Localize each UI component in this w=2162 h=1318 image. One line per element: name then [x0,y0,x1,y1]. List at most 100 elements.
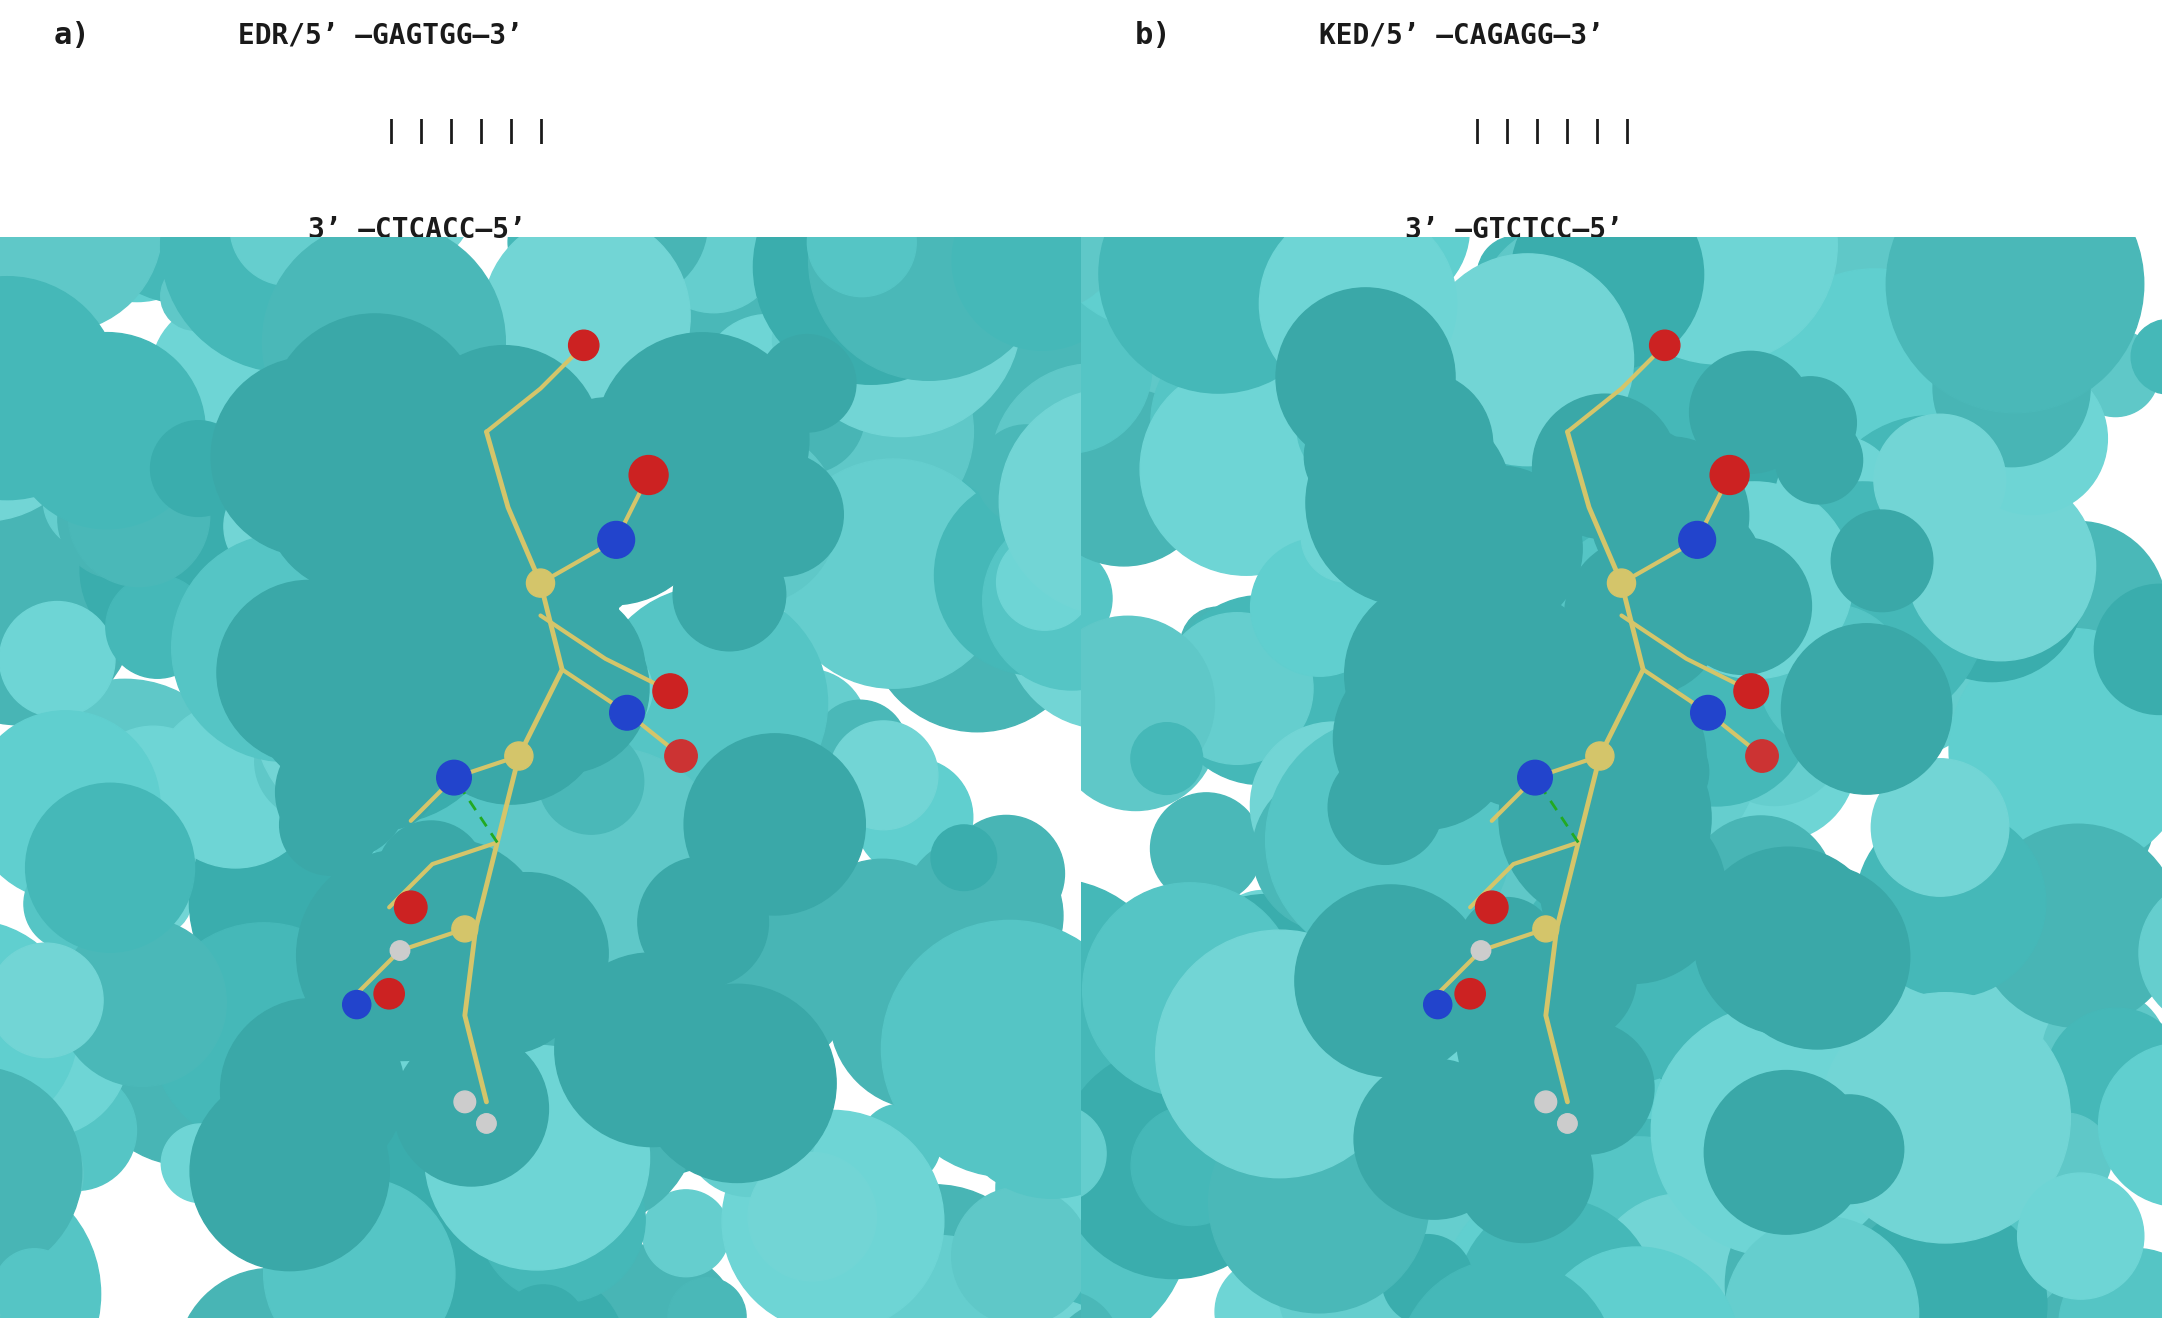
Circle shape [934,476,1135,675]
Circle shape [1470,941,1492,961]
Circle shape [982,283,1152,453]
Circle shape [1338,572,1535,770]
Circle shape [1779,336,2004,561]
Circle shape [1429,432,1598,598]
Circle shape [1950,629,2162,871]
Circle shape [932,825,997,891]
Circle shape [1503,909,1637,1044]
Circle shape [1613,724,1708,820]
Circle shape [1174,1021,1410,1257]
Circle shape [1695,680,1855,842]
Circle shape [160,120,413,372]
Circle shape [1870,1087,1987,1203]
Circle shape [506,742,532,770]
Circle shape [1872,759,2008,896]
Circle shape [1382,1235,1472,1318]
Circle shape [1710,456,1749,494]
Circle shape [1885,145,1978,239]
Circle shape [337,730,437,829]
Circle shape [646,181,780,312]
Circle shape [966,154,1124,311]
Circle shape [396,891,428,924]
Text: EDR/5’ –GAGTGG–3’: EDR/5’ –GAGTGG–3’ [238,21,523,49]
Circle shape [160,262,229,331]
Circle shape [1725,1217,1918,1318]
Circle shape [0,277,119,500]
Circle shape [1583,455,1691,564]
Circle shape [1036,389,1213,565]
Circle shape [1805,1261,1946,1318]
Circle shape [0,710,160,900]
Circle shape [1213,891,1312,990]
Circle shape [1165,895,1369,1097]
Circle shape [956,471,1118,633]
Circle shape [1689,1075,1840,1224]
Circle shape [1174,229,1239,295]
Circle shape [1805,1053,2047,1297]
Circle shape [1794,1095,1905,1203]
Circle shape [1260,1188,1332,1259]
Circle shape [1539,270,1727,460]
Circle shape [670,890,854,1072]
Circle shape [1057,1046,1289,1278]
Circle shape [1870,793,2125,1049]
Circle shape [1868,1111,2082,1318]
Circle shape [1941,352,2071,481]
Circle shape [1600,127,1838,364]
Circle shape [1885,156,2145,413]
Circle shape [1900,498,2084,681]
Circle shape [268,314,482,526]
Circle shape [1565,536,1723,696]
Circle shape [1864,1213,2019,1318]
Circle shape [940,1044,1142,1243]
Circle shape [2138,876,2162,1029]
Circle shape [2045,1008,2162,1149]
Circle shape [1297,380,1399,480]
Circle shape [2095,584,2162,714]
Circle shape [759,335,856,432]
Circle shape [1276,1173,1490,1318]
Circle shape [1053,647,1217,811]
Circle shape [553,146,707,299]
Circle shape [2080,666,2162,766]
Circle shape [949,992,1155,1198]
Circle shape [1606,335,1762,490]
Circle shape [1775,416,1861,503]
Circle shape [1691,696,1725,730]
Circle shape [486,747,729,991]
Circle shape [1373,712,1585,923]
Circle shape [1092,154,1180,241]
Circle shape [722,1111,945,1318]
Circle shape [1591,1194,1773,1318]
Circle shape [84,726,223,865]
Circle shape [162,1124,240,1202]
Circle shape [1005,546,1111,651]
Circle shape [1466,378,1669,581]
Circle shape [1695,847,1881,1035]
Circle shape [151,365,352,565]
Circle shape [389,941,411,961]
Circle shape [1057,156,1131,229]
Circle shape [990,364,1193,567]
Circle shape [419,942,519,1043]
Circle shape [186,406,292,511]
Circle shape [37,847,169,978]
Circle shape [190,778,437,1025]
Circle shape [997,534,1092,630]
Circle shape [43,449,145,551]
Circle shape [528,569,553,597]
Circle shape [1747,739,1777,772]
Text: 3’ –GTCTCC–5’: 3’ –GTCTCC–5’ [1405,216,1624,244]
Circle shape [262,787,352,878]
Circle shape [519,629,681,791]
Circle shape [1522,666,1706,849]
Circle shape [1345,579,1537,771]
Circle shape [1304,403,1412,510]
Circle shape [1442,779,1643,978]
Circle shape [0,121,162,332]
Circle shape [151,302,292,443]
Circle shape [2058,1248,2162,1318]
Circle shape [999,389,1226,616]
Circle shape [772,303,848,377]
Circle shape [502,1285,586,1318]
